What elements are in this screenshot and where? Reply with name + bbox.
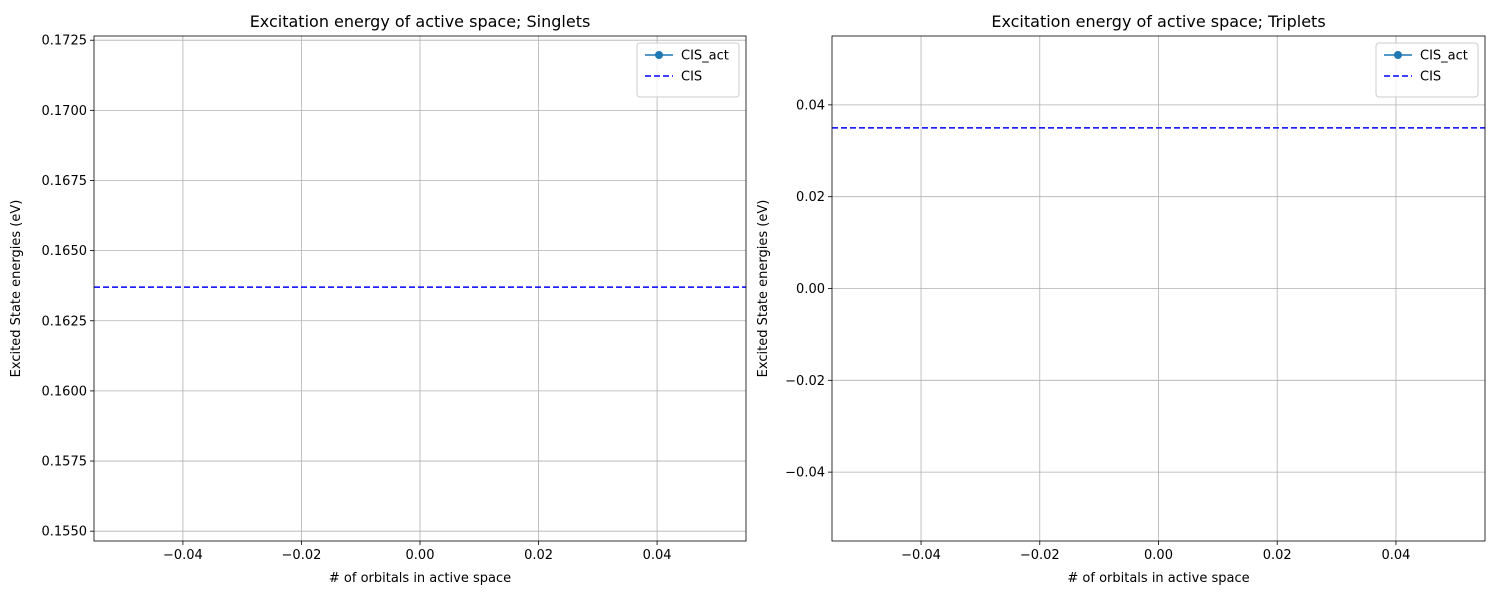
legend-label: CIS (1420, 70, 1441, 85)
x-tick-label: −0.02 (1020, 548, 1060, 563)
y-tick-label: 0.1550 (42, 525, 88, 540)
y-tick-label: 0.04 (796, 98, 825, 113)
legend: CIS_act CIS (636, 42, 740, 98)
legend-label: CIS_act (1420, 49, 1468, 64)
x-axis-label: # of orbitals in active space (1067, 571, 1249, 586)
y-tick-label: −0.04 (785, 466, 825, 481)
x-tick-label: 0.00 (1144, 548, 1173, 563)
y-axis-label: Excited State energies (eV) (756, 200, 771, 378)
legend-cis-act-marker (655, 51, 663, 59)
x-tick-label: −0.02 (282, 548, 322, 563)
y-tick-label: 0.1700 (42, 104, 88, 119)
legend-cis-act-marker (1394, 51, 1402, 59)
x-tick-label: 0.02 (1263, 548, 1292, 563)
legend: CIS_act CIS (1375, 42, 1479, 98)
x-tick-label: 0.04 (1381, 548, 1410, 563)
y-tick-label: 0.1725 (42, 34, 88, 49)
x-tick-label: 0.04 (643, 548, 672, 563)
y-tick-label: 0.1575 (42, 455, 88, 470)
chart-triplets: −0.04 −0.02 0.00 0.02 0.04 −0.04 −0.02 0.00 0.02… (756, 12, 1486, 586)
y-tick-label: −0.02 (785, 374, 825, 389)
y-tick-label: 0.02 (796, 190, 825, 205)
legend-label: CIS (681, 70, 702, 85)
x-tick-label: 0.00 (406, 548, 435, 563)
y-tick-label: 0.1650 (42, 244, 88, 259)
y-axis-label: Excited State energies (eV) (9, 200, 24, 378)
x-tick-label: 0.02 (524, 548, 553, 563)
y-tick-label: 0.1625 (42, 314, 88, 329)
chart-title: Excitation energy of active space; Tripl… (991, 12, 1325, 31)
x-axis-label: # of orbitals in active space (329, 571, 511, 586)
y-tick-label: 0.1675 (42, 174, 88, 189)
y-tick-label: 0.1600 (42, 384, 88, 399)
y-tick-label: 0.00 (796, 282, 825, 297)
x-tick-label: −0.04 (163, 548, 203, 563)
chart-singlets: −0.04 −0.02 0.00 0.02 0.04 0.1550 0.1575 0.1600… (9, 12, 747, 586)
legend-label: CIS_act (681, 49, 729, 64)
x-tick-label: −0.04 (901, 548, 941, 563)
chart-title: Excitation energy of active space; Singl… (250, 12, 591, 31)
